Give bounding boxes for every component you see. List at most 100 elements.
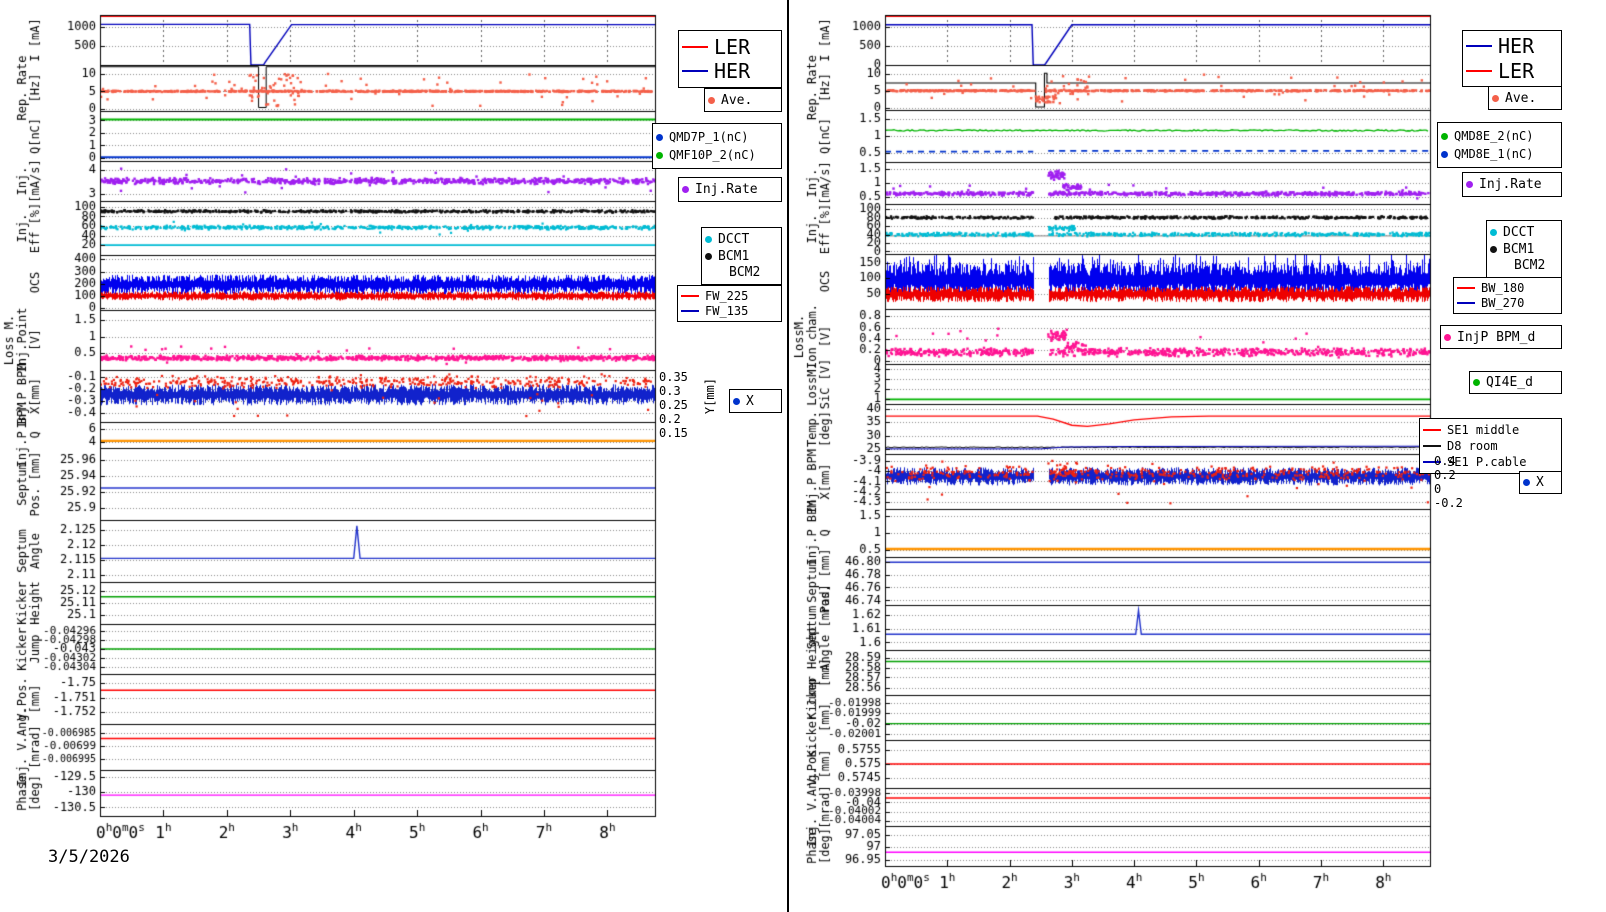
legend-label: SE1 P.cable [1447,455,1527,469]
legend-eff: DCCT BCM1 BCM2 [1486,220,1562,278]
legend-label: HER [1498,34,1535,59]
legend-marker-line [1466,69,1492,72]
legend-marker-line [1457,302,1475,304]
legend-marker-line [1457,287,1475,289]
legend-marker-line [682,45,708,48]
legend-marker-dot-icon [705,235,712,243]
legend-charge: QMD8E_2(nC) QMD8E_1(nC) [1437,122,1562,168]
legend-item: BW_270 [1457,297,1558,309]
legend-item: InjP BPM_d [1444,331,1558,344]
legend-inj-rate: Inj.Rate [1462,172,1562,197]
legend-marker-none [1490,265,1508,267]
legend-label: X [746,393,754,409]
right-y-tick: 0.2 [1434,468,1456,482]
legend-label: DCCT [718,231,750,247]
legend-label: QI4E_d [1486,375,1533,390]
legend-item: X [733,395,778,408]
right-y-tick: 0.4 [1434,454,1456,468]
legend-bpm-x: X [729,389,782,413]
date-label: 3/5/2026 [48,847,130,867]
right-y-tick: 0.2 [659,412,681,426]
right-y-tick: 0.15 [659,426,688,440]
legend-marker-dot-icon [1473,379,1480,386]
legend-item: DCCT [705,233,778,246]
legend-ocs: FW_225 FW_135 [677,285,782,322]
legend-label: BW_180 [1481,281,1525,295]
legend-eff: DCCT BCM1 BCM2 [701,227,782,285]
legend-marker-line [1423,429,1441,431]
legend-marker-none [705,272,723,274]
legend-inj-rate: Inj.Rate [678,177,782,202]
legend-marker-dot-icon [1466,181,1473,188]
right-y-axis-ticks: 0.35 0.3 0.25 0.2 0.15 [659,370,688,440]
legend-marker-dot-icon [733,397,740,405]
legend-item: HER [1466,36,1558,56]
legend-marker-dot-icon [1490,228,1497,236]
legend-rings: HER LER [1462,30,1562,87]
legend-item: QMD8E_1(nC) [1441,148,1558,160]
legend-rings: LER HER [678,30,782,88]
legend-item: QMF10P_2(nC) [656,149,778,161]
legend-label: Ave. [721,92,753,108]
right-y-axis: 0.35 0.3 0.25 0.2 0.15 Y[mm] [659,370,728,440]
legend-temp: SE1 middle D8 room SE1 P.cable [1419,418,1562,474]
legend-label: InjP BPM_d [1457,329,1536,345]
legend-item: BW_180 [1457,282,1558,294]
legend-item: FW_225 [681,290,778,302]
ler-strip-chart-panel: 3/5/2026 LER HER Ave. QMD7P_1(nC) QMF10P_2(n… [0,0,788,912]
legend-label: LER [714,34,751,59]
legend-item: D8 room [1423,440,1558,452]
legend-bw: BW_180 BW_270 [1453,277,1562,314]
legend-label: QMD8E_2(nC) [1454,129,1534,143]
legend-loss: InjP BPM_d [1440,325,1562,349]
her-strip-chart-panel: HER LER Ave. QMD8E_2(nC) QMD8E_1(nC) Inj.Rate… [790,0,1606,912]
legend-item: QMD7P_1(nC) [656,131,778,143]
right-y-tick: 0 [1434,482,1442,496]
legend-label: QMD8E_1(nC) [1454,147,1534,161]
legend-ave: Ave. [1488,86,1562,110]
legend-label: Inj.Rate [695,182,758,197]
legend-marker-dot-icon [682,186,689,193]
legend-label: Inj.Rate [1479,177,1542,192]
legend-item: Ave. [1492,92,1558,105]
legend-item: SE1 middle [1423,424,1558,436]
legend-marker-dot-icon [1492,94,1499,102]
legend-item: FW_135 [681,305,778,317]
legend-item: QMD8E_2(nC) [1441,130,1558,142]
right-y-axis-label: Y[mm] [702,377,717,415]
legend-marker-dot-icon [1444,333,1451,341]
legend-label: QMF10P_2(nC) [669,148,756,162]
right-y-axis: 0.4 0.2 0 -0.2 [1434,454,1463,510]
legend-marker-dot-icon [1441,150,1448,158]
legend-marker-dot-icon [1490,245,1497,253]
legend-item: BCM1 [705,250,778,263]
legend-marker-dot-icon [708,96,715,104]
legend-ave: Ave. [704,88,782,112]
legend-label: QMD7P_1(nC) [669,130,749,144]
legend-charge: QMD7P_1(nC) QMF10P_2(nC) [652,123,782,169]
legend-marker-line [681,310,699,312]
legend-label: BCM1 [1503,241,1535,257]
legend-label: BCM2 [1514,258,1546,274]
panel-divider [787,0,789,912]
legend-label: BCM2 [729,265,761,281]
legend-marker-line [681,295,699,297]
legend-label: BW_270 [1481,296,1525,310]
legend-item: BCM1 [1490,243,1558,256]
legend-label: Ave. [1505,90,1537,106]
legend-label: D8 room [1447,439,1498,453]
legend-item: HER [682,61,778,81]
legend-label: LER [1498,58,1535,83]
legend-marker-line [1423,461,1441,463]
legend-item: QI4E_d [1473,376,1558,389]
legend-item: Inj.Rate [1466,178,1558,191]
legend-marker-line [1466,45,1492,48]
legend-item: LER [682,37,778,57]
legend-marker-dot-icon [1523,479,1530,486]
legend-marker-line [1423,445,1441,447]
legend-label: DCCT [1503,224,1535,240]
right-y-axis-ticks: 0.4 0.2 0 -0.2 [1434,454,1463,510]
legend-label: BCM1 [718,248,750,264]
legend-bpm-x: X [1519,471,1562,494]
